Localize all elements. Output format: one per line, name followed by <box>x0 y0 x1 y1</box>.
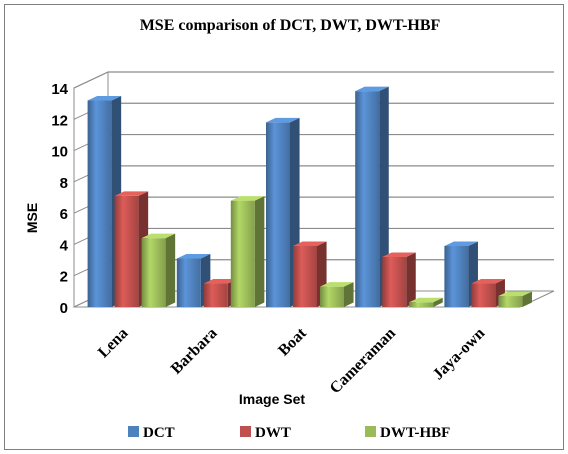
bar-front <box>230 200 255 307</box>
bar-top <box>382 252 416 257</box>
bar-dwt-jaya-own <box>471 279 505 307</box>
legend-item-dct: DCT <box>128 425 175 441</box>
y-tick-label: 2 <box>60 269 68 286</box>
bar-top <box>444 241 478 246</box>
y-axis-label: MSE <box>24 203 40 233</box>
legend: DCT DWT DWT-HBF <box>128 425 450 441</box>
bar-top <box>141 233 176 239</box>
bar-top <box>176 254 211 259</box>
bar-side <box>522 291 532 307</box>
legend-swatch <box>128 426 139 437</box>
bar-side <box>165 233 176 307</box>
bar-top <box>471 279 505 284</box>
y-tick-label: 14 <box>51 81 68 98</box>
bar-side <box>379 86 389 307</box>
bar-front <box>266 122 290 308</box>
bar-top <box>293 241 327 246</box>
bar-front <box>320 286 344 307</box>
bar-top <box>409 297 443 303</box>
bar-dwt-lena <box>114 191 149 307</box>
y-tick-label: 6 <box>60 206 68 223</box>
bar-top <box>114 191 149 196</box>
legend-label: DWT <box>255 425 291 441</box>
bar-top <box>203 279 238 284</box>
legend-item-dwt: DWT <box>240 425 291 441</box>
bar-front <box>409 302 434 307</box>
legend-swatch <box>365 426 376 437</box>
bar-side <box>344 282 354 307</box>
bar-side <box>254 196 265 307</box>
bar-dwt-cameraman <box>382 252 416 307</box>
bar-dwt-boat <box>293 241 327 307</box>
bar-dwt-hbf-cameraman <box>409 297 443 307</box>
bar-front <box>176 258 201 307</box>
y-tick-label: 0 <box>60 300 68 317</box>
bar-side <box>406 252 416 307</box>
legend-swatch <box>240 426 251 437</box>
y-tick-label: 12 <box>51 112 68 129</box>
bar-front <box>141 238 166 307</box>
bar-top <box>266 117 300 123</box>
bar-top <box>87 96 122 101</box>
bar-dwt-hbf-barbara <box>230 196 265 307</box>
legend-item-dwt-hbf: DWT-HBF <box>365 425 450 441</box>
bar-front <box>114 195 139 307</box>
bar-dwt-hbf-boat <box>320 282 354 307</box>
legend-label: DCT <box>143 425 175 441</box>
y-tick-label: 4 <box>60 237 69 254</box>
bar-front <box>471 283 496 307</box>
legend-label: DWT-HBF <box>380 425 450 441</box>
bar-side <box>433 297 443 307</box>
x-axis-label: Image Set <box>239 391 305 407</box>
bar-front <box>203 283 228 307</box>
bar-dct-cameraman <box>355 86 389 307</box>
bar-front <box>382 256 407 307</box>
bar-front <box>293 245 317 307</box>
chart-title: MSE comparison of DCT, DWT, DWT-HBF <box>140 17 441 34</box>
bar-top <box>498 291 532 297</box>
bar-top <box>355 86 389 92</box>
bar-front <box>444 245 469 307</box>
y-tick-label: 8 <box>60 175 68 192</box>
bar-top <box>230 196 265 201</box>
bar-front <box>87 100 112 307</box>
gridline-depth <box>73 71 109 89</box>
bar-front <box>355 91 380 307</box>
bar-front <box>498 296 523 307</box>
y-tick-label: 10 <box>51 144 68 161</box>
bar-top <box>320 282 354 287</box>
bar-dwt-hbf-lena <box>141 233 176 307</box>
bar-dwt-hbf-jaya-own <box>498 291 532 307</box>
